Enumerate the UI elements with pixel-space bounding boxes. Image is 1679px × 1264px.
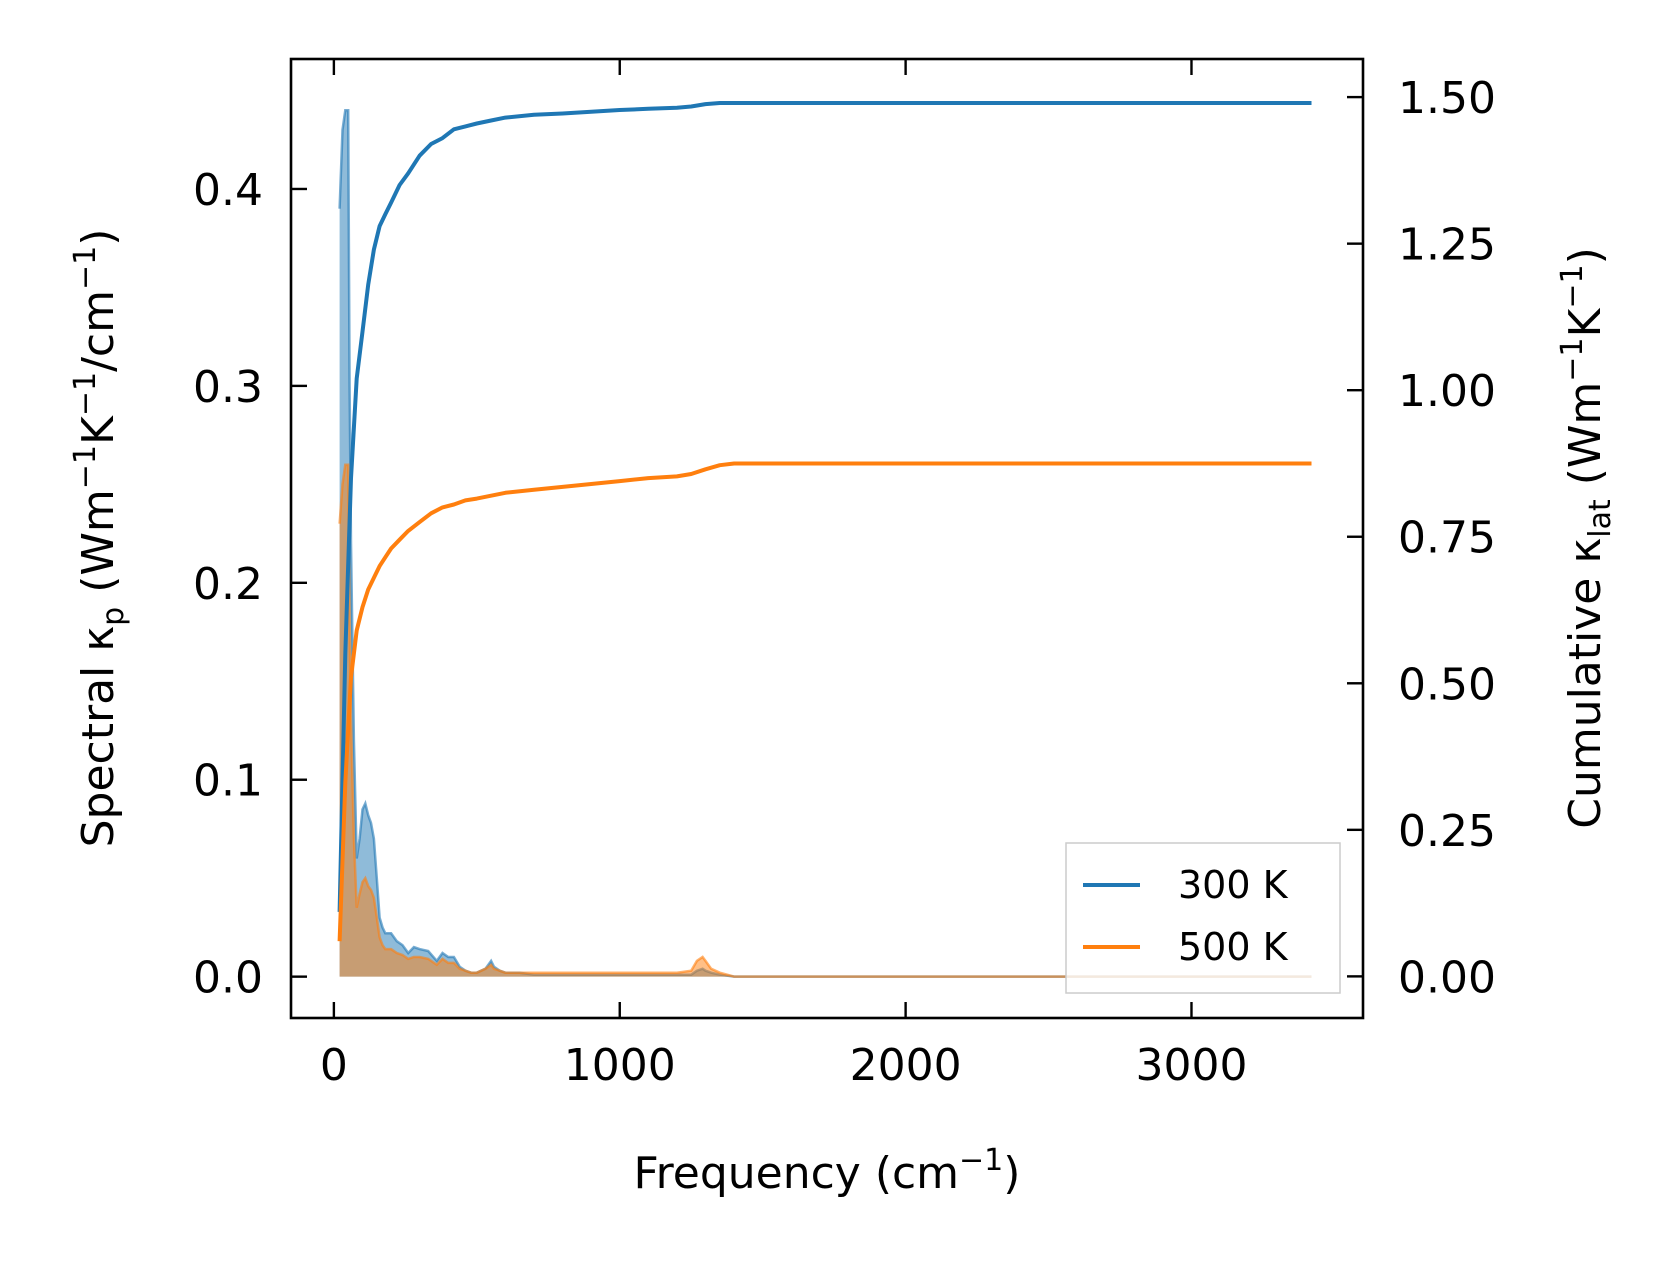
spectral-fill-layer [338,108,1312,978]
y-right-tick-label: 1.50 [1398,73,1496,124]
x-tick-label: 2000 [850,1040,962,1091]
y-right-tick-label: 1.25 [1398,220,1496,271]
y-right-tick-label: 0.50 [1398,659,1496,710]
right-y-axis-label: Cumulative κlat (Wm−1K−1) [1555,247,1618,829]
spectral-line-500k [338,463,1312,978]
cumulative-line-layer [337,101,1312,942]
left-y-axis-label: Spectral κp (Wm−1K−1/cm−1) [68,229,131,848]
y-left-tick-label: 0.1 [193,756,263,807]
tick-labels-layer: 0 1000 2000 3000 0.0 0.1 0.2 0.3 0.4 0.00 0.25 0.50… [193,73,1496,1091]
y-left-tick-label: 0.2 [193,559,263,610]
x-tick-label: 1000 [564,1040,676,1091]
legend-box [1065,842,1341,994]
x-tick-label: 0 [320,1040,348,1091]
ticks-layer [291,59,1363,1018]
y-right-tick-label: 0.75 [1398,513,1496,564]
y-left-tick-label: 0.3 [193,362,263,413]
y-right-tick-label: 0.00 [1398,952,1496,1003]
y-left-tick-label: 0.0 [193,953,263,1004]
x-tick-label: 3000 [1135,1040,1247,1091]
legend-label-300k: 300 K [1178,863,1289,907]
y-left-tick-label: 0.4 [193,165,263,216]
cumulative-line-500k [337,461,1312,942]
legend-label-500k: 500 K [1178,925,1289,969]
plot-frame [289,57,1365,1020]
legend: 300 K 500 K [1065,842,1341,994]
y-right-tick-label: 1.00 [1398,366,1496,417]
cumulative-line-300k [337,101,1312,912]
y-right-tick-label: 0.25 [1398,806,1496,857]
x-axis-label: Frequency (cm−1) [634,1143,1021,1199]
